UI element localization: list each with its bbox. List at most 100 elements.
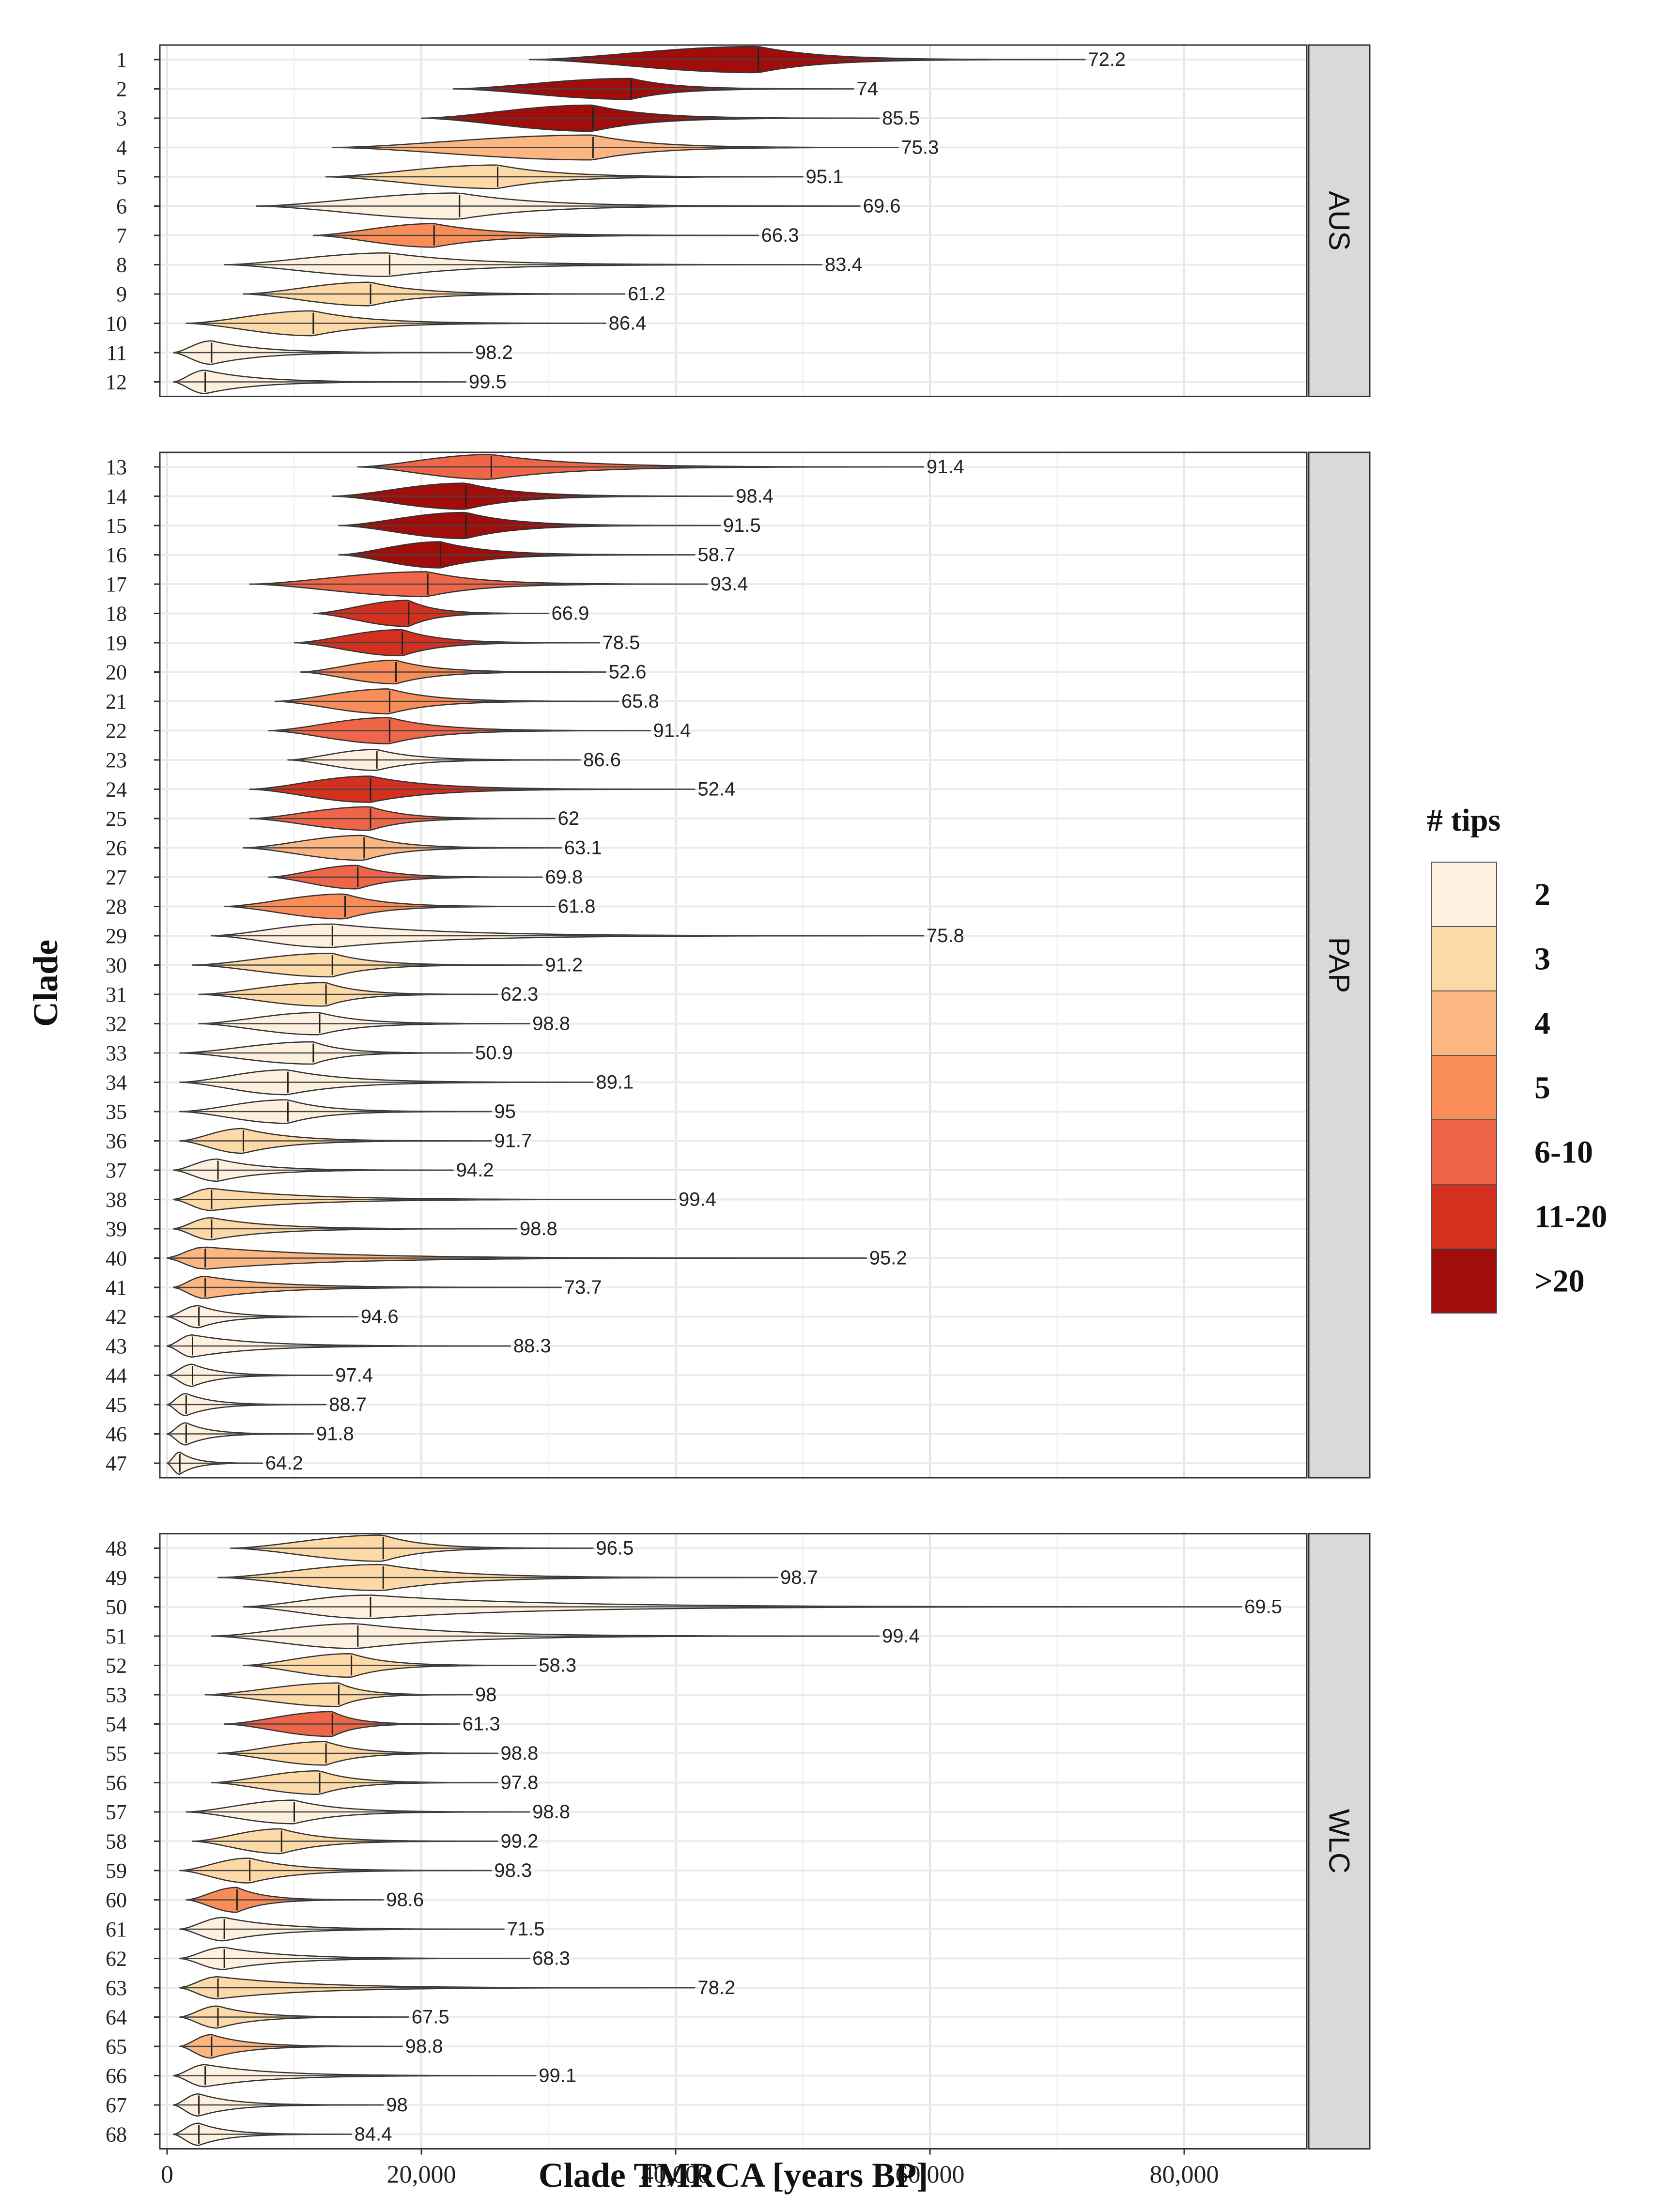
violin-clade-14: 98.4 bbox=[332, 482, 773, 510]
data-label: 98.4 bbox=[736, 486, 773, 507]
y-tick-label: 17 bbox=[106, 572, 127, 596]
violin-clade-33: 50.9 bbox=[179, 1041, 513, 1065]
data-label: 61.8 bbox=[558, 896, 596, 917]
violin-clade-27: 69.8 bbox=[268, 865, 583, 890]
legend-label: 11-20 bbox=[1534, 1199, 1607, 1235]
data-label: 93.4 bbox=[711, 573, 748, 595]
y-tick-label: 27 bbox=[106, 866, 127, 889]
violin-clade-28: 61.8 bbox=[223, 893, 596, 920]
y-tick-label: 37 bbox=[106, 1159, 127, 1182]
violin-clade-48: 96.5 bbox=[230, 1534, 634, 1562]
y-tick-label: 6 bbox=[116, 195, 127, 218]
data-label: 98.8 bbox=[532, 1013, 570, 1035]
violin-clade-18: 66.9 bbox=[312, 600, 589, 627]
data-label: 62 bbox=[558, 808, 580, 829]
violin-clade-6: 69.6 bbox=[255, 192, 900, 220]
x-tick-label: 40,000 bbox=[641, 2161, 711, 2189]
data-label: 98.3 bbox=[494, 1860, 532, 1881]
data-label: 98.6 bbox=[386, 1889, 424, 1911]
y-tick-label: 29 bbox=[106, 924, 127, 948]
data-label: 91.4 bbox=[927, 456, 964, 478]
data-label: 91.7 bbox=[494, 1130, 532, 1152]
y-tick-label: 22 bbox=[106, 719, 127, 743]
data-label: 88.7 bbox=[329, 1394, 367, 1415]
y-tick-label: 57 bbox=[106, 1800, 127, 1824]
y-tick-label: 58 bbox=[106, 1830, 127, 1854]
data-label: 84.4 bbox=[355, 2124, 392, 2145]
data-label: 98.2 bbox=[475, 342, 513, 363]
x-tick-label: 60,000 bbox=[896, 2161, 965, 2189]
y-tick-label: 48 bbox=[106, 1537, 127, 1561]
data-label: 98 bbox=[386, 2094, 408, 2116]
y-tick-label: 10 bbox=[106, 312, 127, 336]
violin-clade-25: 62 bbox=[249, 806, 580, 831]
data-label: 83.4 bbox=[825, 254, 863, 276]
data-label: 86.4 bbox=[609, 313, 647, 334]
violin-clade-30: 91.2 bbox=[192, 952, 583, 978]
y-tick-label: 41 bbox=[106, 1276, 127, 1299]
data-label: 98.8 bbox=[405, 2036, 443, 2057]
data-label: 61.2 bbox=[628, 283, 665, 305]
violin-clade-39: 98.8 bbox=[172, 1217, 557, 1240]
legend-key bbox=[1431, 1119, 1497, 1185]
violin-clade-54: 61.3 bbox=[223, 1711, 500, 1737]
y-tick-label: 14 bbox=[106, 485, 127, 509]
data-label: 95 bbox=[494, 1101, 516, 1122]
violin-clade-45: 88.7 bbox=[166, 1392, 367, 1417]
y-tick-label: 55 bbox=[106, 1742, 127, 1765]
y-tick-label: 9 bbox=[116, 282, 127, 306]
violin-clade-16: 58.7 bbox=[338, 541, 735, 569]
data-label: 99.5 bbox=[469, 371, 507, 393]
violin-clade-43: 88.3 bbox=[166, 1334, 551, 1358]
data-label: 66.3 bbox=[761, 225, 799, 246]
data-label: 65.8 bbox=[621, 691, 659, 712]
y-tick-label: 67 bbox=[106, 2093, 127, 2117]
y-tick-label: 11 bbox=[107, 341, 127, 365]
data-label: 69.5 bbox=[1244, 1596, 1282, 1618]
data-label: 62.3 bbox=[501, 984, 539, 1005]
data-label: 66.9 bbox=[552, 603, 589, 624]
data-label: 88.3 bbox=[513, 1335, 551, 1357]
data-label: 99.4 bbox=[679, 1189, 716, 1210]
y-tick-label: 32 bbox=[106, 1012, 127, 1036]
violin-clade-15: 91.5 bbox=[338, 511, 761, 540]
y-tick-label: 38 bbox=[106, 1188, 127, 1212]
y-tick-label: 18 bbox=[106, 602, 127, 626]
violin-clade-32: 98.8 bbox=[198, 1012, 570, 1036]
violin-clade-34: 89.1 bbox=[179, 1069, 634, 1096]
y-tick-label: 26 bbox=[106, 836, 127, 860]
y-tick-label: 59 bbox=[106, 1859, 127, 1883]
y-tick-label: 66 bbox=[106, 2064, 127, 2088]
violin-clade-12: 99.5 bbox=[172, 370, 507, 394]
y-tick-label: 43 bbox=[106, 1334, 127, 1358]
data-label: 91.4 bbox=[653, 720, 691, 742]
y-tick-label: 47 bbox=[106, 1452, 127, 1475]
violin-clade-35: 95 bbox=[179, 1099, 516, 1124]
violin-clade-50: 69.5 bbox=[243, 1594, 1282, 1619]
violin-clade-68: 84.4 bbox=[172, 2122, 392, 2146]
y-tick-label: 2 bbox=[116, 77, 127, 101]
data-label: 97.4 bbox=[335, 1365, 373, 1386]
y-tick-label: 49 bbox=[106, 1566, 127, 1590]
data-label: 73.7 bbox=[564, 1277, 602, 1298]
y-tick-label: 46 bbox=[106, 1423, 127, 1446]
data-label: 94.6 bbox=[361, 1306, 399, 1328]
x-tick-label: 80,000 bbox=[1150, 2161, 1219, 2189]
y-tick-label: 60 bbox=[106, 1888, 127, 1912]
y-tick-label: 64 bbox=[106, 2006, 127, 2029]
y-tick-label: 8 bbox=[116, 253, 127, 277]
data-label: 78.5 bbox=[603, 632, 640, 653]
data-label: 95.1 bbox=[806, 166, 844, 187]
violin-clade-57: 98.8 bbox=[186, 1799, 570, 1825]
y-tick-label: 19 bbox=[106, 631, 127, 655]
y-tick-label: 30 bbox=[106, 954, 127, 977]
panel-border bbox=[159, 451, 1308, 1479]
legend-key bbox=[1431, 1184, 1497, 1249]
violin-clade-5: 95.1 bbox=[325, 164, 844, 189]
y-tick-label: 36 bbox=[106, 1129, 127, 1153]
y-tick-label: 5 bbox=[116, 165, 127, 189]
violin-clade-47: 64.2 bbox=[166, 1451, 303, 1475]
y-tick-label: 40 bbox=[106, 1247, 127, 1270]
data-label: 58.7 bbox=[697, 544, 735, 566]
